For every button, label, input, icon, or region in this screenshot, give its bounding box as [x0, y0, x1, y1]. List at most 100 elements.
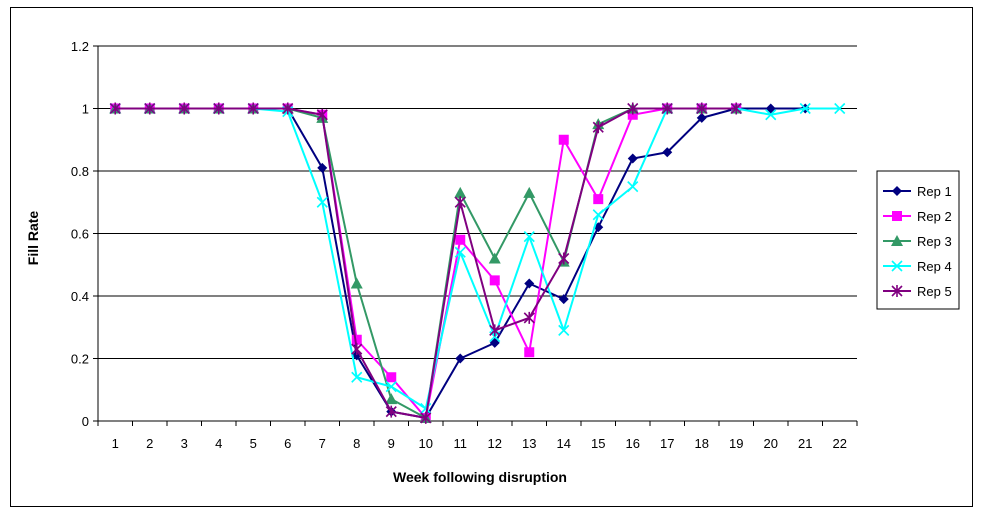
- y-tick-label: 0.4: [71, 289, 89, 304]
- data-point-rep-5: [627, 102, 639, 115]
- legend-marker-rep-1: [892, 186, 902, 196]
- x-tick-label: 19: [729, 436, 743, 451]
- data-point-rep-2: [593, 194, 604, 205]
- data-point-rep-4: [523, 231, 535, 243]
- data-point-rep-1: [489, 337, 500, 348]
- data-point-rep-5: [420, 411, 432, 424]
- data-point-rep-5: [454, 196, 466, 209]
- y-tick-label: 1: [82, 102, 89, 117]
- legend-label-rep-2: Rep 2: [917, 209, 952, 224]
- x-tick-label: 10: [419, 436, 433, 451]
- data-point-rep-3: [523, 186, 536, 198]
- data-point-rep-1: [765, 103, 776, 114]
- x-tick-label: 14: [557, 436, 571, 451]
- data-point-rep-3: [350, 277, 363, 289]
- series-rep-5: [109, 102, 742, 424]
- series-line-rep-1: [115, 107, 806, 419]
- x-tick-label: 17: [660, 436, 674, 451]
- legend-marker-rep-3: [891, 235, 903, 246]
- x-tick-label: 18: [695, 436, 709, 451]
- data-point-rep-3: [385, 393, 398, 405]
- data-point-rep-2: [386, 372, 397, 383]
- data-point-rep-4: [627, 181, 639, 193]
- data-point-rep-2: [351, 334, 362, 345]
- data-point-rep-5: [489, 324, 501, 337]
- data-point-rep-5: [661, 102, 673, 115]
- data-point-rep-5: [144, 102, 156, 115]
- x-tick-label: 11: [454, 436, 468, 451]
- x-tick-label: 6: [284, 436, 291, 451]
- data-point-rep-2: [558, 134, 569, 145]
- data-point-rep-4: [834, 102, 846, 115]
- series-line-rep-2: [115, 107, 737, 419]
- data-point-rep-5: [592, 121, 604, 134]
- data-point-rep-1: [558, 294, 569, 305]
- y-tick-label: 0.2: [71, 352, 89, 367]
- x-tick-label: 22: [833, 436, 847, 451]
- data-point-rep-5: [696, 102, 708, 115]
- legend-label-rep-5: Rep 5: [917, 284, 952, 299]
- series-line-rep-3: [115, 107, 737, 419]
- data-point-rep-5: [730, 102, 742, 115]
- data-point-rep-3: [488, 252, 501, 264]
- series-rep-1: [110, 103, 811, 423]
- x-axis-title: Week following disruption: [393, 469, 567, 485]
- series-line-rep-4: [115, 107, 840, 410]
- legend-label-rep-3: Rep 3: [917, 234, 952, 249]
- data-point-rep-2: [489, 275, 500, 286]
- data-point-rep-5: [316, 108, 328, 121]
- data-point-rep-5: [213, 102, 225, 115]
- x-tick-label: 3: [181, 436, 188, 451]
- x-tick-label: 9: [388, 436, 395, 451]
- x-tick-label: 13: [522, 436, 536, 451]
- data-point-rep-5: [558, 252, 570, 265]
- data-point-rep-5: [109, 102, 121, 115]
- y-tick-label: 0.6: [71, 227, 89, 242]
- data-point-rep-5: [385, 405, 397, 418]
- data-point-rep-5: [523, 311, 535, 324]
- line-chart: Fill Rate Week following disruption 0 0.2…: [25, 39, 960, 485]
- x-tick-label: 21: [798, 436, 812, 451]
- legend-marker-rep-2: [892, 211, 902, 221]
- legend-label-rep-1: Rep 1: [917, 184, 952, 199]
- legend-marker-rep-5: [891, 285, 903, 297]
- y-tick-label: 1.2: [71, 39, 89, 54]
- data-point-rep-5: [282, 102, 294, 115]
- y-tick-label: 0: [82, 414, 89, 429]
- x-tick-label: 2: [146, 436, 153, 451]
- data-point-rep-4: [420, 402, 432, 415]
- series-line-rep-5: [115, 107, 737, 419]
- series-rep-2: [110, 103, 742, 423]
- data-point-rep-4: [316, 196, 328, 208]
- legend: Rep 1 Rep 2 Rep 3 Rep 4 Rep 5: [876, 170, 960, 310]
- series-rep-3: [109, 102, 743, 423]
- data-point-rep-1: [662, 147, 673, 158]
- data-point-rep-1: [455, 353, 466, 364]
- series-rep-4: [109, 102, 846, 415]
- chart-frame: Fill Rate Week following disruption 0 0.2…: [10, 7, 973, 507]
- data-point-rep-5: [247, 102, 259, 115]
- data-point-rep-2: [524, 347, 535, 358]
- data-point-rep-4: [765, 109, 777, 121]
- legend-label-rep-4: Rep 4: [917, 259, 952, 274]
- data-point-rep-1: [524, 278, 535, 289]
- data-point-rep-4: [454, 246, 466, 258]
- data-point-rep-1: [696, 112, 707, 123]
- x-tick-label: 4: [215, 436, 222, 451]
- legend-marker-rep-4: [891, 260, 903, 272]
- x-tick-label: 1: [112, 436, 119, 451]
- y-axis-title: Fill Rate: [25, 211, 41, 266]
- data-point-rep-1: [317, 162, 328, 173]
- data-point-rep-4: [385, 381, 397, 393]
- data-point-rep-5: [178, 102, 190, 115]
- x-tick-label: 7: [319, 436, 326, 451]
- data-point-rep-4: [351, 371, 363, 383]
- data-point-rep-3: [454, 186, 467, 198]
- x-tick-label: 16: [626, 436, 640, 451]
- data-point-rep-2: [627, 109, 638, 120]
- data-point-rep-2: [455, 234, 466, 245]
- data-point-rep-1: [627, 153, 638, 164]
- x-tick-label: 12: [488, 436, 502, 451]
- y-tick-label: 0.8: [71, 164, 89, 179]
- data-point-rep-4: [558, 324, 570, 336]
